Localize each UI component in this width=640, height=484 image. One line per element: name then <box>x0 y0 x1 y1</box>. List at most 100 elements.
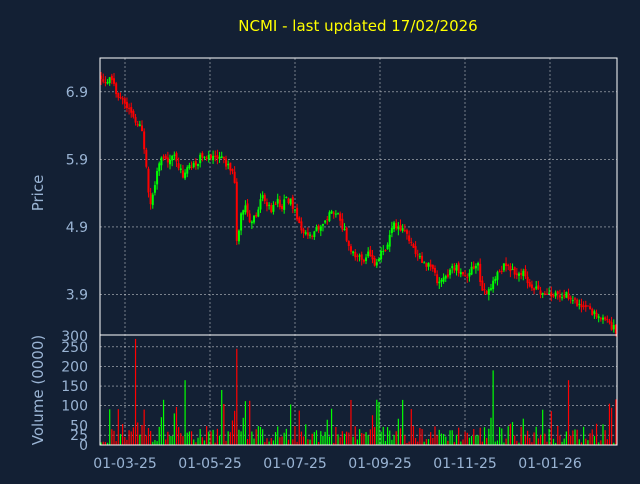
volume-bar <box>567 380 570 445</box>
volume-bar <box>458 427 460 445</box>
volume-bar <box>608 403 611 445</box>
candle-body <box>276 198 279 204</box>
volume-bar <box>255 429 257 445</box>
candle-body <box>130 107 133 113</box>
candle-body <box>261 195 264 199</box>
candle-body <box>423 262 426 264</box>
volume-bar <box>253 438 255 445</box>
candle-body <box>558 295 561 298</box>
candle-body <box>283 199 286 210</box>
volume-bar <box>589 433 591 445</box>
volume-tick-label: 250 <box>61 340 88 356</box>
candle-body <box>505 263 508 267</box>
volume-bar <box>152 441 154 445</box>
volume-bar <box>130 431 132 445</box>
candle-body <box>352 251 355 254</box>
candle-body <box>545 293 548 295</box>
volume-bar <box>113 430 115 445</box>
candle-body <box>576 299 579 307</box>
candle-body <box>541 293 544 295</box>
volume-bar <box>591 429 593 445</box>
volume-bar <box>503 442 505 445</box>
volume-bar <box>604 430 606 445</box>
candle-body <box>332 212 335 214</box>
candle-body <box>216 155 219 159</box>
candle-body <box>291 197 294 209</box>
volume-bar <box>313 432 315 445</box>
candle-body <box>147 168 150 193</box>
candle-body <box>418 256 421 258</box>
volume-bar <box>212 429 214 445</box>
candle-body <box>341 218 344 230</box>
candle-body <box>474 265 477 269</box>
volume-bar <box>182 436 184 445</box>
candle-body <box>492 280 495 290</box>
volume-bar <box>143 409 145 445</box>
volume-bar <box>270 438 272 445</box>
volume-bar <box>100 442 102 445</box>
candle-body <box>382 250 385 252</box>
price-axes-frame <box>99 57 618 336</box>
candle-body <box>203 156 206 158</box>
volume-bar <box>311 433 313 445</box>
candle-body <box>509 266 512 272</box>
volume-bar <box>427 439 430 445</box>
volume-bar <box>128 430 130 445</box>
volume-bar <box>216 428 219 445</box>
volume-bar <box>477 435 479 445</box>
volume-bar <box>115 441 117 445</box>
candle-body <box>274 203 277 205</box>
volume-bar <box>154 439 156 445</box>
volume-bar <box>548 428 550 445</box>
candle-body <box>293 209 296 211</box>
volume-bar <box>106 442 109 445</box>
volume-bar <box>453 442 455 445</box>
candle-body <box>614 324 617 334</box>
volume-bar <box>223 403 225 445</box>
candle-body <box>186 167 189 174</box>
candle-body <box>446 274 449 277</box>
volume-bar <box>277 426 279 445</box>
candle-body <box>240 213 243 231</box>
volume-bar <box>279 437 281 445</box>
candle-body <box>319 226 322 231</box>
volume-bar <box>490 417 492 445</box>
candle-body <box>405 230 408 234</box>
volume-bar <box>516 440 518 445</box>
candle-body <box>212 155 215 161</box>
volume-bar <box>537 438 539 445</box>
volume-bar <box>583 426 585 445</box>
candle-body <box>201 153 204 158</box>
candle-body <box>218 156 221 159</box>
volume-bar <box>369 429 371 445</box>
candle-body <box>507 264 510 266</box>
candle-body <box>515 273 518 276</box>
price-axis-label: Price <box>29 175 47 212</box>
candle-body <box>326 218 329 220</box>
candle-body <box>265 202 268 207</box>
candle-body <box>360 254 363 260</box>
volume-bar <box>486 437 488 445</box>
candle-body <box>591 309 594 316</box>
candle-body <box>440 279 443 282</box>
volume-bar <box>423 441 425 445</box>
volume-bar <box>147 427 150 445</box>
volume-bar <box>559 435 561 445</box>
volume-bar <box>229 432 231 445</box>
candle-body <box>496 272 499 280</box>
volume-bar <box>533 432 535 445</box>
volume-bar <box>236 348 238 445</box>
volume-bar <box>184 380 186 445</box>
candles <box>100 71 617 337</box>
candle-body <box>390 227 393 233</box>
volume-bar <box>509 423 511 445</box>
date-tick-label: 01-01-26 <box>518 456 582 472</box>
candle-body <box>548 292 551 294</box>
candle-body <box>468 273 471 277</box>
volume-bar <box>505 438 507 445</box>
price-bottom-label: 300 <box>61 329 88 345</box>
candle-body <box>582 305 585 307</box>
candle-body <box>136 123 139 126</box>
volume-bar <box>406 442 408 445</box>
candle-body <box>330 211 333 214</box>
